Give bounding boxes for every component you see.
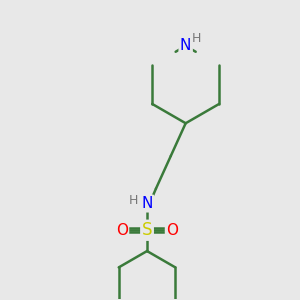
Text: O: O	[116, 223, 128, 238]
Text: S: S	[142, 221, 152, 239]
Text: N: N	[180, 38, 191, 53]
Text: H: H	[191, 32, 201, 45]
Text: N: N	[141, 196, 153, 211]
Text: H: H	[129, 194, 138, 207]
Text: O: O	[166, 223, 178, 238]
